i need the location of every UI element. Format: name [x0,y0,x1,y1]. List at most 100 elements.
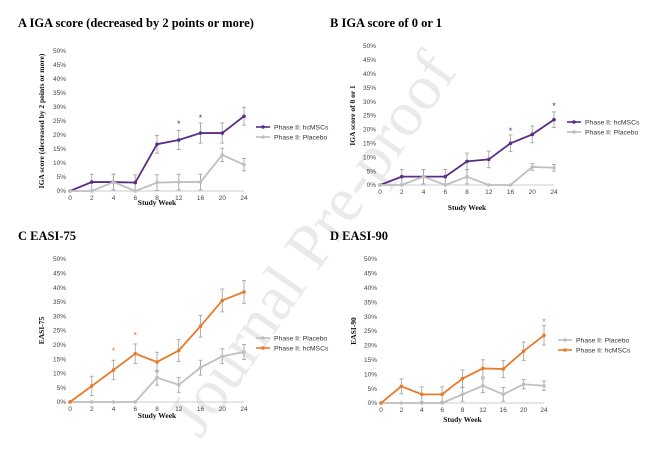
x-axis-label: Study Week [138,198,177,207]
data-point [155,142,159,147]
y-tick-label: 40% [364,285,377,292]
data-point [111,400,116,404]
chart-title: C EASI-75 [18,229,76,243]
y-tick-label: 30% [363,99,376,106]
legend-label: Phase II: Placebo [274,335,327,342]
legend-marker [261,346,265,350]
data-point [521,349,526,353]
y-tick-label: 5% [57,385,67,392]
data-point [399,401,404,405]
y-tick-label: 45% [364,271,377,278]
y-tick-label: 35% [364,299,377,306]
x-tick-label: 6 [133,406,137,413]
data-point [89,384,94,388]
x-tick-label: 24 [540,407,548,414]
y-tick-label: 35% [363,85,376,92]
data-point [242,114,246,119]
y-tick-label: 25% [53,118,66,125]
y-tick-label: 15% [53,146,66,153]
x-tick-label: 12 [175,406,183,413]
data-point [440,392,444,397]
legend-label: Phase II: Placebo [274,134,327,141]
data-point [481,366,485,371]
data-point [176,383,181,387]
x-tick-label: 24 [240,195,248,202]
data-point [68,400,72,404]
data-point [521,382,526,387]
y-tick-label: 35% [53,90,66,97]
series-hcmscs [379,325,546,405]
x-tick-label: 12 [485,189,493,196]
legend-marker [572,120,576,124]
legend-label: Phase II: hcMSCs [585,119,640,126]
y-tick-label: 0% [57,399,67,406]
data-point [552,165,556,170]
significance-marker: * [112,346,116,356]
data-point [542,333,546,338]
y-tick-label: 20% [53,342,66,349]
x-tick-label: 8 [155,195,159,202]
charts-layer: A IGA score (decreased by 2 points or mo… [18,16,640,424]
data-point [198,324,203,329]
legend-marker [261,125,265,129]
data-point [399,174,404,179]
data-point [133,189,138,193]
data-point [198,131,203,135]
data-point [155,360,159,364]
data-point [486,183,491,187]
data-point [421,174,426,179]
legend-label: Phase II: Placebo [576,337,629,344]
y-tick-label: 50% [53,256,66,263]
data-point [399,384,404,389]
x-tick-label: 8 [155,406,159,413]
y-tick-label: 5% [368,386,378,393]
x-tick-label: 20 [219,195,227,202]
data-point [508,141,513,146]
data-point [111,368,116,372]
significance-marker: * [177,119,181,129]
data-point [501,392,506,397]
data-point [378,183,382,187]
chart-title: B IGA score of 0 or 1 [330,16,442,30]
legend-label: Phase II: Placebo [585,129,638,136]
y-tick-label: 30% [364,314,377,321]
series-hcmscs [378,111,556,187]
y-tick-label: 45% [363,57,376,64]
legend-label: Phase II: hcMSCs [576,347,631,354]
data-point [552,117,556,122]
data-point [419,392,424,397]
x-tick-label: 0 [68,195,72,202]
data-point [399,183,404,187]
data-point [220,153,225,157]
x-tick-label: 24 [550,189,558,196]
x-axis-label: Study Week [443,415,482,424]
data-point [155,180,159,185]
y-tick-label: 45% [53,271,66,278]
y-tick-label: 20% [363,127,376,134]
x-tick-label: 4 [422,189,426,196]
x-axis-label: Study Week [448,203,487,212]
y-tick-label: 10% [364,371,377,378]
legend-marker [572,130,576,134]
x-tick-label: 20 [529,189,537,196]
data-point [443,183,448,187]
x-tick-label: 6 [133,195,137,202]
legend-label: Phase II: hcMSCs [274,345,329,352]
y-tick-label: 50% [364,256,377,263]
chart-title: D EASI-90 [330,229,388,243]
data-point [220,354,225,359]
x-tick-label: 16 [507,189,515,196]
data-point [111,180,116,184]
x-tick-label: 24 [240,406,248,413]
y-axis-label: IGA score (decreased by 2 points or more… [37,53,46,188]
significance-marker: * [542,317,546,327]
y-tick-label: 45% [53,62,66,69]
y-tick-label: 0% [57,188,67,195]
series-placebo [68,147,246,193]
data-point [155,375,159,380]
x-tick-label: 2 [90,406,94,413]
legend-marker [563,348,567,352]
data-point [530,132,535,137]
data-point [198,180,203,184]
data-point [501,367,506,371]
